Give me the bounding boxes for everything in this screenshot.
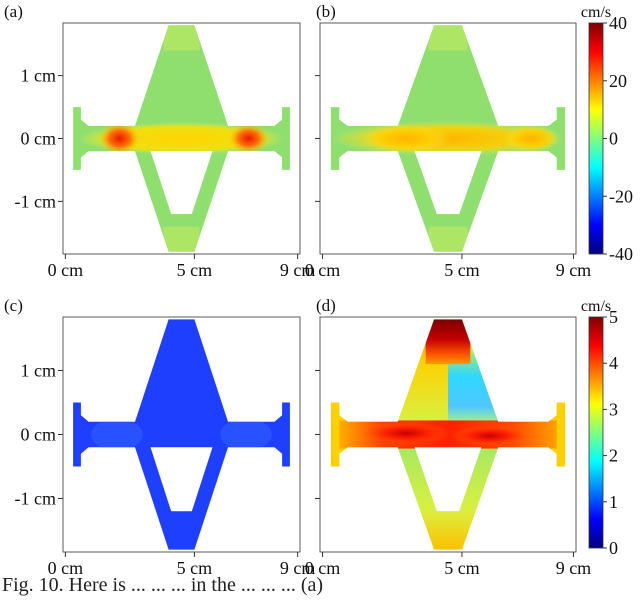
colorbar-gradient bbox=[588, 316, 604, 549]
panel-label: (a) bbox=[4, 2, 23, 21]
colorbar-tick-label: 4 bbox=[609, 353, 618, 373]
colorbar-tick-label: 0 bbox=[609, 129, 618, 149]
panel-label: (b) bbox=[316, 2, 336, 21]
colorbar-tick-label: -40 bbox=[609, 244, 633, 264]
panel-label: (d) bbox=[316, 296, 336, 315]
colorbar-tick-label: 40 bbox=[609, 13, 627, 33]
device-field-c bbox=[73, 319, 290, 550]
colorbar-unit: cm/s bbox=[581, 4, 611, 21]
x-tick-label: 5 cm bbox=[444, 260, 480, 280]
device-field-d bbox=[330, 319, 566, 550]
colorbar-tick-label: 5 bbox=[609, 307, 618, 327]
x-tick-label: 0 cm bbox=[305, 558, 341, 578]
x-tick-label: 9 cm bbox=[280, 558, 316, 578]
x-tick-label: 5 cm bbox=[177, 260, 213, 280]
y-tick-label: 1 cm bbox=[21, 66, 57, 86]
x-tick-label: 0 cm bbox=[305, 260, 341, 280]
x-tick-label: 0 cm bbox=[48, 558, 84, 578]
panel-label: (c) bbox=[4, 296, 23, 315]
colorbar-tick-label: 2 bbox=[609, 446, 618, 466]
figure-caption: Fig. 10. Here is ... ... ... in the ... … bbox=[2, 574, 324, 596]
device-field-b bbox=[330, 25, 566, 252]
x-tick-label: 5 cm bbox=[177, 558, 213, 578]
colorbar-tick-label: 0 bbox=[609, 538, 618, 558]
device-field-a bbox=[73, 25, 290, 252]
colorbar-bottom: 5 4 3 2 1 0 cm/s bbox=[581, 298, 618, 558]
x-tick-label: 9 cm bbox=[556, 260, 592, 280]
colorbar-gradient bbox=[588, 22, 604, 255]
colorbar-top: 40 20 0 -20 -40 cm/s bbox=[581, 4, 633, 264]
y-tick-label: -1 cm bbox=[15, 191, 56, 211]
x-tick-label: 0 cm bbox=[48, 260, 84, 280]
y-tick-label: 0 cm bbox=[21, 129, 57, 149]
colorbar-unit: cm/s bbox=[581, 298, 611, 315]
panel-b: (b) 0 cm 5 cm 9 cm bbox=[305, 2, 591, 280]
colorbar-tick-label: 1 bbox=[609, 492, 618, 512]
colorbar-tick-label: 3 bbox=[609, 399, 618, 419]
panel-c: (c) 0 cm 5 cm 9 cm 1 cm 0 cm -1 cm bbox=[4, 296, 315, 578]
y-tick-label: 1 cm bbox=[21, 361, 57, 381]
colorbar-tick-label: 20 bbox=[609, 71, 627, 91]
y-tick-label: -1 cm bbox=[15, 488, 56, 508]
panel-a: (a) 0 cm 5 cm 9 cm 1 cm 0 cm -1 cm bbox=[4, 2, 315, 280]
colorbar-tick-label: -20 bbox=[609, 186, 633, 206]
panel-d: (d) 0 cm 5 cm 9 cm bbox=[305, 296, 591, 578]
x-tick-label: 9 cm bbox=[556, 558, 592, 578]
y-tick-label: 0 cm bbox=[21, 425, 57, 445]
x-tick-label: 9 cm bbox=[280, 260, 316, 280]
x-tick-label: 5 cm bbox=[444, 558, 480, 578]
